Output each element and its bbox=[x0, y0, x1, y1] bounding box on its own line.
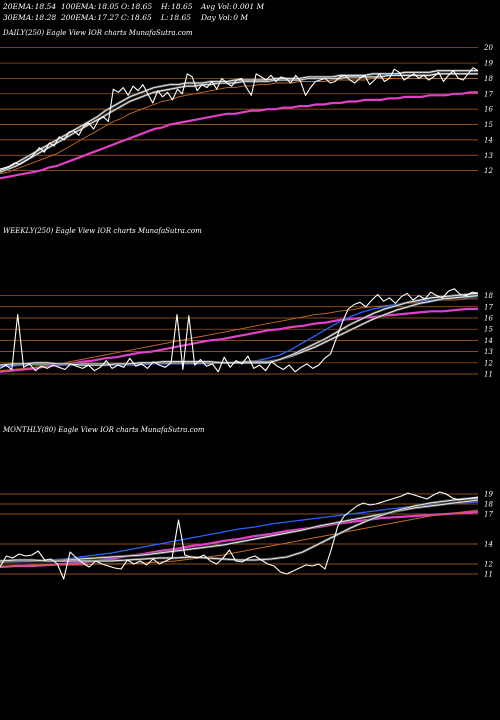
weekly-price-line bbox=[0, 288, 479, 373]
daily-y-tick-label: 19 bbox=[484, 60, 493, 68]
header-high: H:18.65 bbox=[160, 2, 193, 11]
weekly-y-tick-label: 13 bbox=[484, 348, 493, 356]
header-avg-vol: Avg Vol:0.001 M bbox=[200, 2, 265, 11]
weekly-y-tick-label: 18 bbox=[484, 292, 493, 300]
weekly-y-tick-label: 16 bbox=[484, 314, 493, 322]
weekly-y-tick-label: 11 bbox=[484, 371, 493, 379]
weekly-panel-title: WEEKLY(250) Eagle View IOR charts Munafa… bbox=[3, 227, 202, 235]
monthly-ema-200-line bbox=[0, 510, 479, 569]
daily-y-tick-label: 14 bbox=[484, 136, 493, 144]
daily-panel-title: DAILY(250) Eagle View IOR charts MunafaS… bbox=[2, 29, 193, 37]
weekly-ema-200-line bbox=[0, 307, 478, 373]
daily-ema-100-line bbox=[0, 77, 478, 175]
header-30ema: 30EMA:18.28 bbox=[3, 13, 56, 22]
monthly-panel-title: MONTHLY(80) Eagle View IOR charts Munafa… bbox=[2, 426, 205, 434]
weekly-y-tick-label: 12 bbox=[484, 359, 493, 367]
monthly-price-line bbox=[0, 491, 479, 580]
daily-y-tick-label: 13 bbox=[484, 152, 493, 160]
monthly-y-tick-label: 19 bbox=[484, 491, 493, 499]
monthly-ema-100-line bbox=[0, 509, 479, 567]
header-day-vol: Day Vol:0 M bbox=[200, 13, 248, 22]
daily-y-tick-label: 20 bbox=[483, 44, 493, 52]
header-20ema: 20EMA:18.54 bbox=[2, 2, 56, 11]
weekly-y-tick-label: 14 bbox=[484, 337, 493, 345]
daily-y-tick-label: 17 bbox=[484, 90, 493, 98]
weekly-chart-panel: 11 12 13 14 15 16 17 18 bbox=[0, 288, 493, 379]
daily-y-tick-label: 12 bbox=[484, 167, 493, 175]
header-close: C:18.65 bbox=[121, 13, 152, 22]
monthly-y-tick-label: 17 bbox=[484, 511, 493, 519]
monthly-y-tick-label: 18 bbox=[484, 501, 493, 509]
monthly-y-tick-label: 11 bbox=[484, 571, 493, 579]
daily-y-tick-label: 18 bbox=[484, 75, 493, 83]
header-stats: 20EMA:18.54 100EMA:18.05 O:18.65 H:18.65… bbox=[2, 2, 265, 22]
daily-chart-panel: 12 13 14 15 16 17 18 19 20 bbox=[0, 44, 493, 180]
daily-ema-30-line bbox=[0, 73, 478, 173]
daily-ema-200-line bbox=[0, 91, 478, 180]
header-low: L:18.65 bbox=[160, 13, 191, 22]
daily-ema-20-line bbox=[0, 70, 478, 171]
monthly-ema-50-line bbox=[0, 501, 479, 563]
weekly-y-tick-label: 15 bbox=[484, 326, 493, 334]
monthly-y-tick-label: 12 bbox=[484, 561, 493, 569]
monthly-y-tick-label: 14 bbox=[484, 541, 493, 549]
daily-y-tick-label: 15 bbox=[484, 121, 493, 129]
monthly-chart-panel: 11 12 14 17 18 19 bbox=[0, 491, 493, 580]
header-200ema: 200EMA:17.27 bbox=[60, 13, 119, 22]
daily-y-tick-label: 16 bbox=[484, 106, 493, 114]
header-open: O:18.65 bbox=[121, 2, 152, 11]
daily-price-line bbox=[0, 67, 479, 170]
weekly-y-tick-label: 17 bbox=[484, 303, 493, 311]
header-100ema: 100EMA:18.05 bbox=[61, 2, 119, 11]
